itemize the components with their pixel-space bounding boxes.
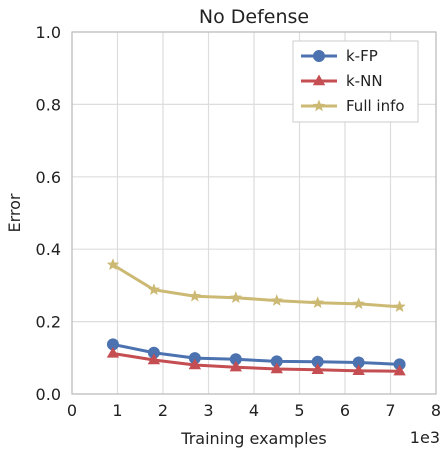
data-point <box>147 353 161 365</box>
x-tick-label: 2 <box>158 401 168 420</box>
x-tick-label: 8 <box>431 401 441 420</box>
series-line <box>112 342 400 366</box>
y-tick-label: 0.4 <box>36 240 61 259</box>
plot-frame <box>71 31 437 395</box>
data-point <box>393 300 406 313</box>
x-tick-label: 1 <box>112 401 122 420</box>
data-point <box>229 360 242 372</box>
series-k-fp <box>106 338 406 371</box>
data-point <box>229 291 242 303</box>
data-point <box>106 258 120 271</box>
data-point <box>393 364 406 376</box>
series-line <box>112 351 400 373</box>
y-tick-label: 0.2 <box>36 313 61 332</box>
data-point <box>311 296 324 309</box>
y-tick-label: 1.0 <box>36 23 61 42</box>
series-k-nn <box>106 346 406 376</box>
x-tick-label: 3 <box>203 401 213 420</box>
data-point <box>147 283 161 295</box>
x-tick-label: 6 <box>340 401 350 420</box>
x-tick-label: 5 <box>294 401 304 420</box>
legend-label: Full info <box>346 97 405 115</box>
legend-entry: Full info <box>301 97 405 115</box>
legend-entry: k-NN <box>301 72 383 90</box>
y-tick-label: 0.6 <box>36 168 61 187</box>
data-point <box>352 297 365 310</box>
x-tick-label: 7 <box>385 401 395 420</box>
legend-entry: k-FP <box>301 47 378 65</box>
data-point <box>270 362 283 374</box>
legend: k-FP k-NN Full info <box>292 40 419 123</box>
x-tick-label: 0 <box>67 401 77 420</box>
data-point <box>313 50 325 62</box>
y-tick-labels: 0.0 0.2 0.4 0.6 0.8 1.0 <box>36 23 61 404</box>
series-full-info <box>106 258 406 313</box>
series-line <box>112 263 400 309</box>
chart-title: No Defense <box>199 6 309 28</box>
y-axis-label: Error <box>5 193 24 232</box>
legend-label: k-NN <box>346 72 383 90</box>
y-tick-label: 0.0 <box>36 385 61 404</box>
data-point <box>312 99 326 112</box>
legend-label: k-FP <box>346 47 378 65</box>
series <box>106 258 406 376</box>
y-tick-label: 0.8 <box>36 95 61 114</box>
data-point <box>188 358 202 370</box>
data-point <box>188 289 202 302</box>
data-point <box>352 364 365 376</box>
data-point <box>311 363 324 374</box>
data-point <box>270 294 283 306</box>
data-point <box>106 346 120 358</box>
x-offset-text: 1e3 <box>410 428 440 447</box>
x-tick-label: 4 <box>249 401 259 420</box>
data-point <box>312 74 326 86</box>
x-axis-label: Training examples <box>180 429 326 448</box>
x-tick-labels: 0 1 2 3 4 5 6 7 8 <box>67 401 441 420</box>
